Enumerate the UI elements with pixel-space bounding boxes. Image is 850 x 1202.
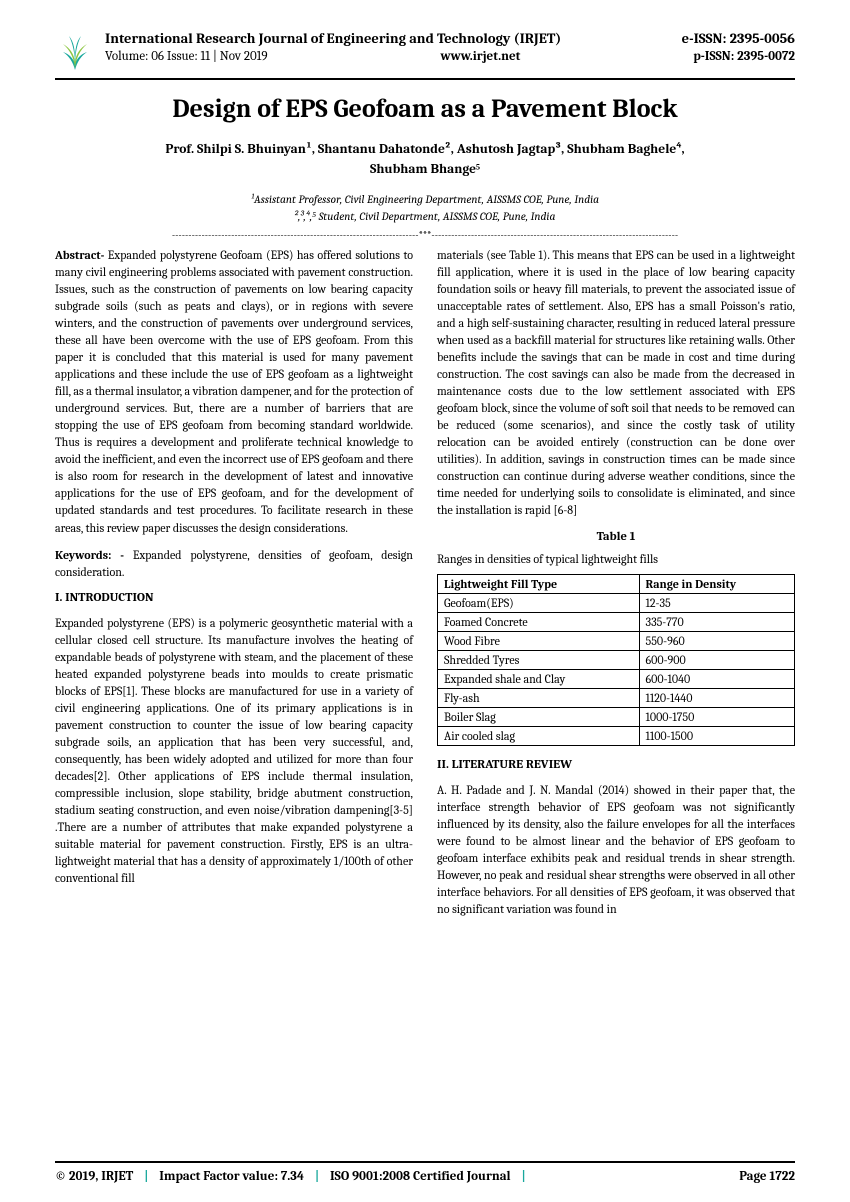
affiliation-2: ²,³,⁴,⁵ Student, Civil Department, AISSM… bbox=[55, 208, 795, 225]
affiliation-1: ¹Assistant Professor, Civil Engineering … bbox=[55, 191, 795, 208]
authors-line-2: Shubham Bhange⁵ bbox=[55, 160, 795, 180]
introduction-heading: I. INTRODUCTION bbox=[55, 591, 413, 605]
literature-review-heading: II. LITERATURE REVIEW bbox=[437, 758, 795, 772]
p-issn: p-ISSN: 2395-0072 bbox=[693, 49, 795, 64]
table-cell: Expanded shale and Clay bbox=[438, 669, 640, 688]
table-cell: Geofoam(EPS) bbox=[438, 593, 640, 612]
footer-page-number: Page 1722 bbox=[739, 1169, 795, 1184]
fill-density-table: Lightweight Fill Type Range in Density G… bbox=[437, 574, 795, 746]
journal-logo-icon bbox=[55, 32, 95, 72]
table-cell: 335-770 bbox=[639, 612, 794, 631]
keywords-paragraph: Keywords: - Expanded polystyrene, densit… bbox=[55, 547, 413, 581]
column2-paragraph: materials (see Table 1). This means that… bbox=[437, 247, 795, 520]
column-left: Abstract- Expanded polystyrene Geofoam (… bbox=[55, 247, 413, 928]
table-row: Air cooled slag1100-1500 bbox=[438, 726, 795, 745]
abstract-label: Abstract- bbox=[55, 248, 104, 262]
paper-title: Design of EPS Geofoam as a Pavement Bloc… bbox=[55, 94, 795, 124]
table-cell: 1120-1440 bbox=[639, 688, 794, 707]
table-row: Shredded Tyres600-900 bbox=[438, 650, 795, 669]
table-row: Boiler Slag1000-1750 bbox=[438, 707, 795, 726]
table-cell: Boiler Slag bbox=[438, 707, 640, 726]
table-cell: Foamed Concrete bbox=[438, 612, 640, 631]
literature-review-text: A. H. Padade and J. N. Mandal (2014) sho… bbox=[437, 782, 795, 918]
introduction-text: Expanded polystyrene (EPS) is a polymeri… bbox=[55, 615, 413, 888]
footer-separator-icon: | bbox=[144, 1169, 148, 1184]
footer-impact: Impact Factor value: 7.34 bbox=[159, 1169, 304, 1184]
table-cell: 12-35 bbox=[639, 593, 794, 612]
table-row: Foamed Concrete335-770 bbox=[438, 612, 795, 631]
footer-iso: ISO 9001:2008 Certified Journal bbox=[330, 1169, 511, 1184]
table-cell: 1000-1750 bbox=[639, 707, 794, 726]
column-right: materials (see Table 1). This means that… bbox=[437, 247, 795, 928]
table-cell: Wood Fibre bbox=[438, 631, 640, 650]
table-header-cell: Range in Density bbox=[639, 574, 794, 593]
footer-copyright: © 2019, IRJET bbox=[55, 1169, 133, 1184]
table-cell: 600-1040 bbox=[639, 669, 794, 688]
authors-list: Prof. Shilpi S. Bhuinyan¹, Shantanu Daha… bbox=[55, 140, 795, 181]
affiliations: ¹Assistant Professor, Civil Engineering … bbox=[55, 191, 795, 226]
table-cell: Air cooled slag bbox=[438, 726, 640, 745]
page-footer: © 2019, IRJET | Impact Factor value: 7.3… bbox=[55, 1161, 795, 1184]
table-header-cell: Lightweight Fill Type bbox=[438, 574, 640, 593]
volume-issue: Volume: 06 Issue: 11 | Nov 2019 bbox=[105, 49, 268, 64]
footer-separator-icon: | bbox=[315, 1169, 319, 1184]
authors-line-1: Prof. Shilpi S. Bhuinyan¹, Shantanu Daha… bbox=[55, 140, 795, 160]
abstract-text: Expanded polystyrene Geofoam (EPS) has o… bbox=[55, 248, 413, 535]
table-title: Table 1 bbox=[437, 530, 795, 544]
footer-separator-icon: | bbox=[521, 1169, 525, 1184]
abstract-paragraph: Abstract- Expanded polystyrene Geofoam (… bbox=[55, 247, 413, 537]
dash-divider: ----------------------------------------… bbox=[55, 229, 795, 241]
table-row: Wood Fibre550-960 bbox=[438, 631, 795, 650]
table-header-row: Lightweight Fill Type Range in Density bbox=[438, 574, 795, 593]
journal-site: www.irjet.net bbox=[440, 49, 520, 64]
page-header: International Research Journal of Engine… bbox=[55, 30, 795, 80]
table-cell: Fly-ash bbox=[438, 688, 640, 707]
e-issn: e-ISSN: 2395-0056 bbox=[682, 30, 795, 47]
table-row: Fly-ash1120-1440 bbox=[438, 688, 795, 707]
table-row: Geofoam(EPS)12-35 bbox=[438, 593, 795, 612]
table-row: Expanded shale and Clay600-1040 bbox=[438, 669, 795, 688]
table-cell: 600-900 bbox=[639, 650, 794, 669]
journal-name: International Research Journal of Engine… bbox=[105, 30, 561, 47]
table-caption: Ranges in densities of typical lightweig… bbox=[437, 552, 795, 566]
two-column-body: Abstract- Expanded polystyrene Geofoam (… bbox=[55, 247, 795, 928]
table-cell: Shredded Tyres bbox=[438, 650, 640, 669]
table-cell: 550-960 bbox=[639, 631, 794, 650]
keywords-label: Keywords: - bbox=[55, 548, 124, 562]
table-cell: 1100-1500 bbox=[639, 726, 794, 745]
